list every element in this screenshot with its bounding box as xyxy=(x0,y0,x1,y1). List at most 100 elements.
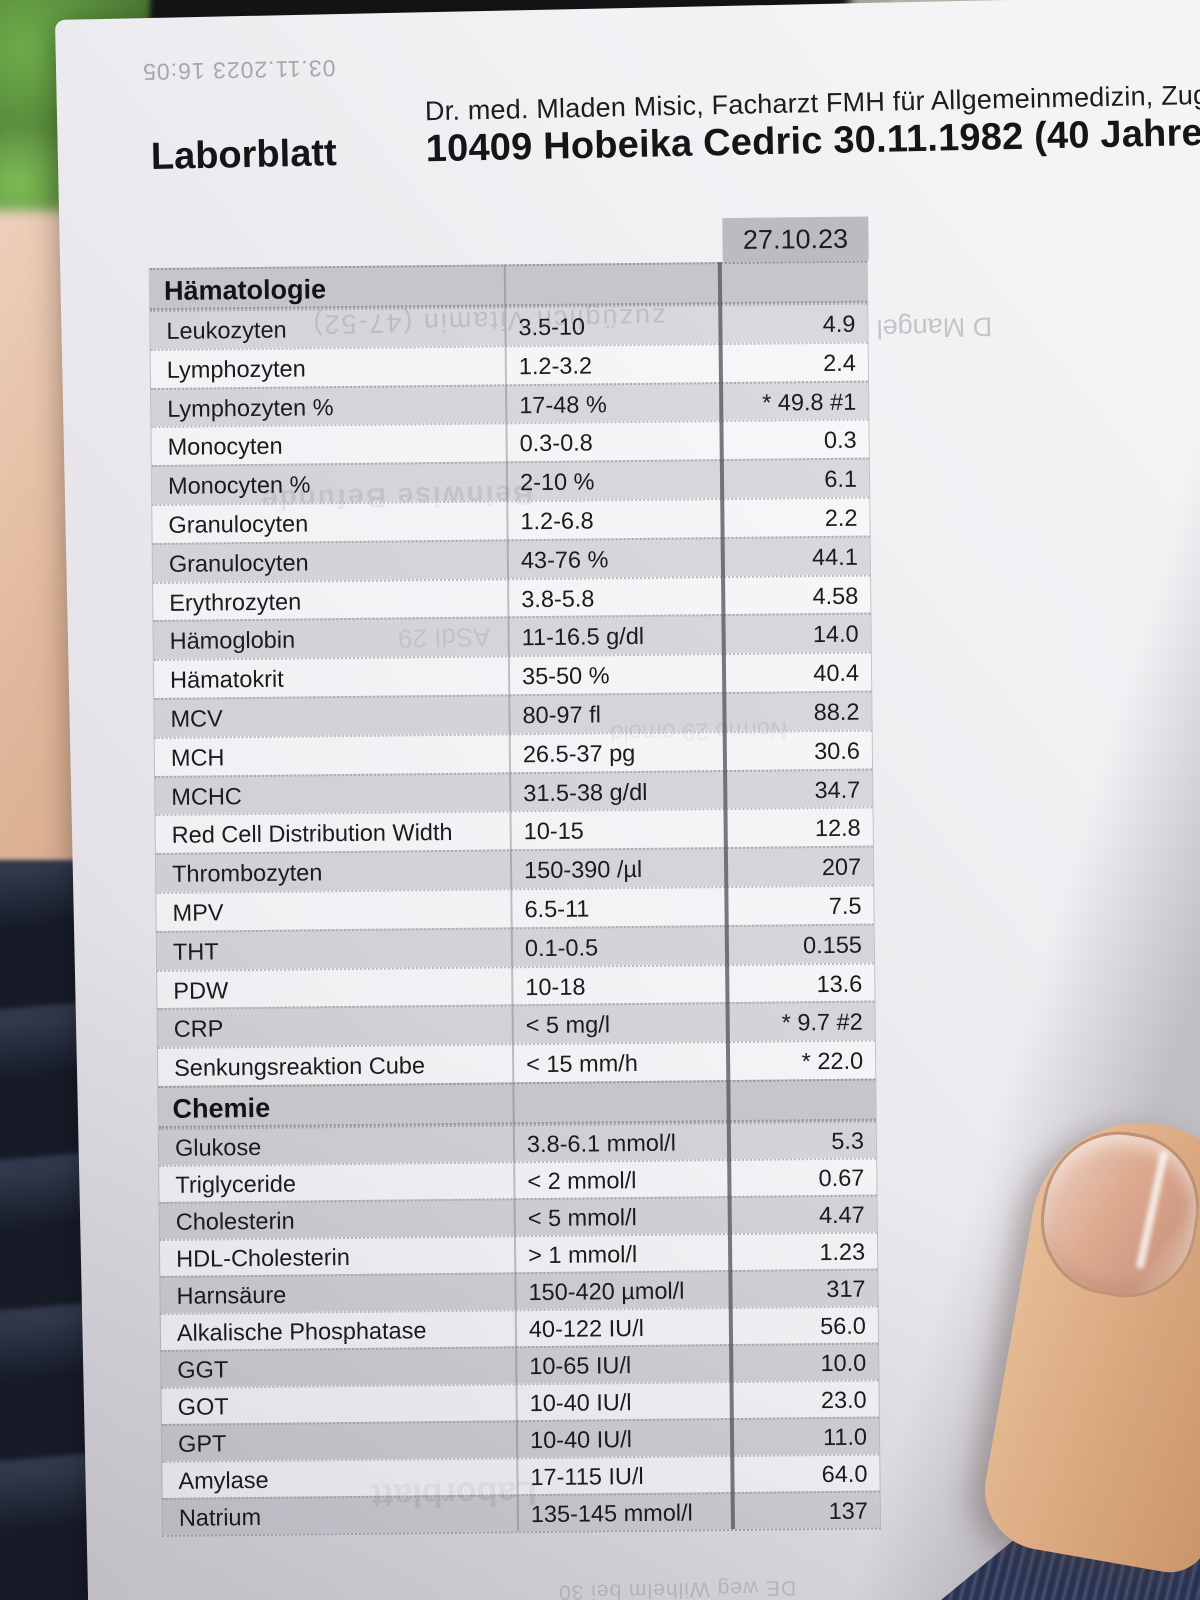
showthrough-text: Normo 29 omold xyxy=(609,715,788,747)
table-row: Thrombozyten 150-390 /µl 207 xyxy=(155,845,874,892)
row-label: Amylase xyxy=(178,1466,269,1494)
table-row: Erythrozyten 3.8-5.8 4.58 xyxy=(153,574,871,621)
table-row: GGT 10-65 IU/l 10.0 xyxy=(161,1342,879,1387)
table-row: Red Cell Distribution Width 10-15 12.8 xyxy=(155,806,873,854)
row-reference-range: 0.3-0.8 xyxy=(519,429,593,457)
row-result-value: 5.3 xyxy=(831,1127,865,1154)
table-row: GOT 10-40 IU/l 23.0 xyxy=(161,1379,879,1424)
row-reference-range: 6.5-11 xyxy=(524,895,590,923)
row-reference-range: < 5 mmol/l xyxy=(527,1203,637,1232)
row-label: MPV xyxy=(172,899,224,926)
lab-table-block: 27.10.23 Hämatologie Leukozyten 3.5-10 4.9 L… xyxy=(148,216,882,1537)
row-label: MCHC xyxy=(171,782,242,810)
row-reference-range: < 2 mmol/l xyxy=(527,1166,637,1195)
row-label: Hämoglobin xyxy=(169,626,296,655)
row-label: HDL-Cholesterin xyxy=(176,1243,350,1272)
row-label: MCH xyxy=(170,744,225,771)
row-reference-range: > 1 mmol/l xyxy=(527,1240,638,1269)
table-row: Hämoglobin 11-16.5 g/dl 14.0 xyxy=(153,612,871,660)
row-label: Leukozyten xyxy=(166,316,287,344)
row-result-value: * 9.7 #2 xyxy=(781,1008,863,1036)
row-label: GPT xyxy=(177,1430,227,1457)
row-result-value: 12.8 xyxy=(814,815,861,842)
row-result-value: 317 xyxy=(826,1275,866,1302)
row-result-value: 23.0 xyxy=(820,1386,867,1414)
row-reference-range: 80-97 fl xyxy=(522,701,602,729)
row-reference-range: 40-122 IU/l xyxy=(528,1314,644,1343)
row-reference-range: 0.1-0.5 xyxy=(524,934,599,961)
section-header: Chemie xyxy=(158,1078,876,1128)
table-section: Hämatologie Leukozyten 3.5-10 4.9 Lymphozyte… xyxy=(149,260,876,1086)
row-label: Triglyceride xyxy=(175,1170,297,1198)
table-row: Monocyten 0.3-0.8 0.3 xyxy=(151,418,869,466)
table-row: MCHC 31.5-38 g/dl 34.7 xyxy=(155,768,873,815)
table-row: Leukozyten 3.5-10 4.9 xyxy=(150,302,868,349)
row-label: MCV xyxy=(170,705,223,732)
row-result-value: * 22.0 xyxy=(801,1047,864,1075)
table-row: THT 0.1-0.5 0.155 xyxy=(156,923,875,970)
row-reference-range: 2-10 % xyxy=(519,468,595,496)
table-row: HDL-Cholesterin > 1 mmol/l 1.23 xyxy=(159,1231,878,1276)
row-reference-range: 10-15 xyxy=(523,817,584,845)
row-label: Cholesterin xyxy=(175,1207,295,1235)
row-label: Red Cell Distribution Width xyxy=(171,819,453,849)
row-label: Hämatokrit xyxy=(169,665,284,694)
row-reference-range: 3.5-10 xyxy=(518,313,586,341)
table-row: Senkungsreaktion Cube < 15 mm/h * 22.0 xyxy=(157,1039,876,1086)
row-result-value: 2.4 xyxy=(822,349,856,376)
table-row: MCH 26.5-37 pg 30.6 xyxy=(154,729,873,776)
row-label: CRP xyxy=(173,1015,224,1043)
showthrough-timestamp: 03.11.2023 16:05 xyxy=(141,55,336,86)
row-reference-range: 1.2-6.8 xyxy=(520,507,594,535)
row-label: Alkalische Phosphatase xyxy=(176,1317,427,1346)
row-reference-range: 150-390 /µl xyxy=(523,856,643,884)
row-reference-range: 43-76 % xyxy=(520,546,609,573)
row-reference-range: 17-48 % xyxy=(519,390,607,418)
row-result-value: 88.2 xyxy=(813,698,860,726)
row-label: Natrium xyxy=(178,1503,262,1531)
row-reference-range: 11-16.5 g/dl xyxy=(521,623,645,651)
row-result-value: 11.0 xyxy=(822,1423,868,1451)
table-row: Hämatokrit 35-50 % 40.4 xyxy=(153,651,872,699)
row-result-value: 64.0 xyxy=(821,1460,868,1488)
row-label: Harnsäure xyxy=(176,1281,287,1309)
row-reference-range: < 5 mg/l xyxy=(525,1011,611,1039)
table-row: MCV 80-97 fl 88.2 xyxy=(154,690,872,737)
page-title: Laborblatt xyxy=(150,132,338,179)
table-row: Granulocyten 1.2-6.8 2.2 xyxy=(152,496,870,543)
table-section: Chemie Glukose 3.8-6.1 mmol/l 5.3 Triglyceri… xyxy=(158,1078,881,1535)
row-reference-range: 10-18 xyxy=(525,973,586,1000)
row-result-value: 207 xyxy=(821,853,862,881)
row-result-value: 4.58 xyxy=(812,582,859,609)
row-reference-range: 3.8-6.1 mmol/l xyxy=(526,1129,676,1158)
row-label: GGT xyxy=(177,1356,229,1383)
row-reference-range: 135-145 mmol/l xyxy=(530,1499,693,1528)
table-row: Monocyten % 2-10 % 6.1 xyxy=(151,457,870,505)
row-label: GOT xyxy=(177,1393,229,1420)
table-row: Granulocyten 43-76 % 44.1 xyxy=(152,535,871,582)
row-result-value: * 49.8 #1 xyxy=(761,388,857,416)
showthrough-text: Beinwise Befunde xyxy=(259,479,534,516)
showthrough-text: ASdI 29 xyxy=(397,622,491,654)
row-result-value: 4.9 xyxy=(822,310,856,338)
showthrough-text: D Mangel xyxy=(876,311,993,344)
row-result-value: 40.4 xyxy=(813,659,860,687)
column-divider-dark xyxy=(717,262,736,1529)
row-label: PDW xyxy=(173,976,229,1004)
row-result-value: 1.23 xyxy=(819,1238,866,1266)
row-reference-range: 26.5-37 pg xyxy=(522,739,636,767)
row-reference-range: 10-65 IU/l xyxy=(529,1352,632,1380)
row-result-value: 2.2 xyxy=(824,504,858,532)
column-divider-light xyxy=(503,264,520,1532)
table-row: PDW 10-18 13.6 xyxy=(157,962,875,1009)
row-label: Lymphozyten % xyxy=(167,393,334,422)
row-result-value: 4.47 xyxy=(818,1201,865,1229)
row-reference-range: 3.8-5.8 xyxy=(521,585,595,612)
row-result-value: 14.0 xyxy=(812,621,859,648)
lab-table: Hämatologie Leukozyten 3.5-10 4.9 Lymphozyte… xyxy=(148,260,882,1537)
row-label: Monocyten xyxy=(167,433,283,461)
row-reference-range: 150-420 µmol/l xyxy=(528,1277,685,1306)
result-date-header: 27.10.23 xyxy=(722,216,869,263)
table-row: Lymphozyten % 17-48 % * 49.8 #1 xyxy=(151,380,869,427)
